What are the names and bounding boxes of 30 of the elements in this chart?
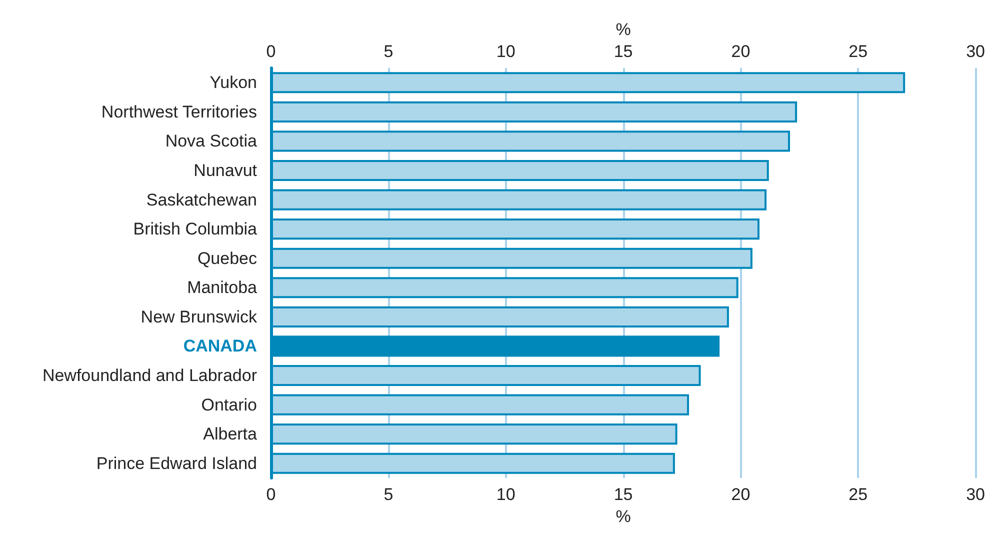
y-tick-label: Manitoba bbox=[187, 278, 258, 298]
x-tick-label: 30 bbox=[966, 485, 986, 504]
x2-axis-title: % bbox=[616, 20, 631, 40]
y-tick-label: Nunavut bbox=[194, 161, 258, 180]
y-tick-label: Nova Scotia bbox=[165, 132, 258, 151]
x2-tick-label: 10 bbox=[496, 42, 516, 61]
y-tick-label: Quebec bbox=[197, 248, 258, 268]
x2-tick-label: 0 bbox=[266, 42, 276, 61]
x-tick-label: 20 bbox=[731, 485, 750, 504]
x-tick-label: 10 bbox=[496, 485, 516, 504]
x-axis-title: % bbox=[616, 506, 631, 526]
y-tick-label: Northwest Territories bbox=[101, 102, 257, 122]
x-tick-label: 25 bbox=[848, 485, 868, 504]
y-tick-label: Alberta bbox=[203, 424, 258, 444]
y-tick-label: Newfoundland and Labrador bbox=[42, 366, 258, 385]
x2-tick-label: 25 bbox=[848, 42, 868, 61]
y-tick-label: Saskatchewan bbox=[146, 190, 257, 210]
y-tick-label: Prince Edward Island bbox=[96, 454, 257, 473]
y-tick-label: CANADA bbox=[183, 336, 257, 356]
x-tick-label: 15 bbox=[614, 485, 633, 504]
x2-tick-label: 30 bbox=[966, 42, 986, 61]
x-tick-label: 5 bbox=[384, 485, 394, 504]
x2-tick-label: 20 bbox=[731, 42, 750, 61]
x2-tick-label: 15 bbox=[614, 42, 633, 61]
y-tick-label: Ontario bbox=[201, 395, 257, 414]
y-tick-label: Yukon bbox=[210, 73, 257, 92]
y-tick-label: British Columbia bbox=[133, 220, 258, 239]
y-tick-label: New Brunswick bbox=[140, 307, 258, 326]
x2-tick-label: 5 bbox=[384, 42, 394, 61]
x-tick-label: 0 bbox=[266, 485, 276, 504]
